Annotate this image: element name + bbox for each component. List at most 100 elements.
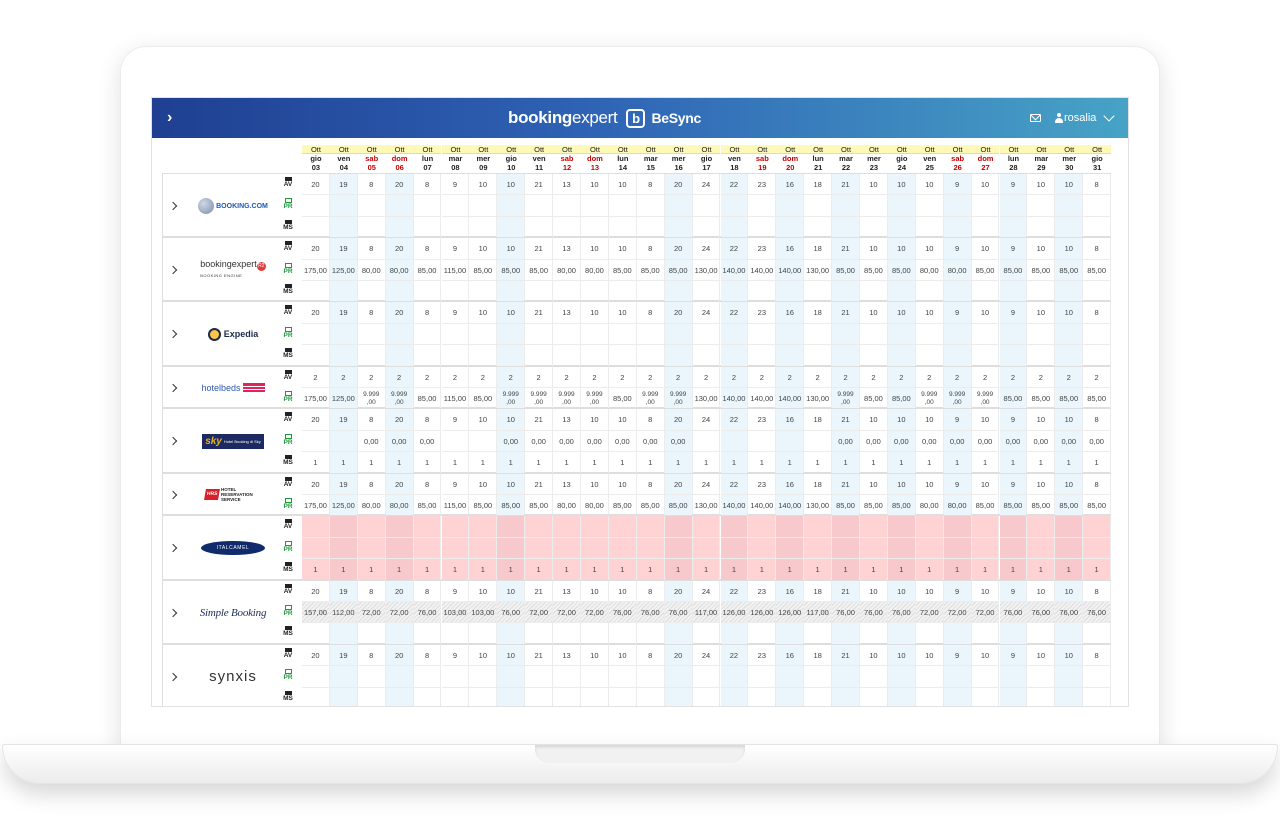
grid-cell[interactable]: 76,00 bbox=[832, 601, 860, 624]
grid-cell[interactable]: 20 bbox=[302, 174, 330, 196]
grid-cell[interactable] bbox=[1083, 216, 1112, 239]
grid-cell[interactable]: 10 bbox=[497, 473, 526, 495]
grid-cell[interactable]: 1 bbox=[497, 559, 526, 581]
grid-cell[interactable]: 80,00 bbox=[357, 494, 386, 517]
grid-cell[interactable] bbox=[329, 195, 358, 217]
grid-cell[interactable]: 10 bbox=[497, 409, 526, 431]
grid-cell[interactable] bbox=[915, 623, 944, 645]
grid-cell[interactable] bbox=[748, 687, 777, 706]
grid-cell[interactable]: 1 bbox=[664, 559, 693, 581]
grid-cell[interactable]: 117,00 bbox=[804, 601, 833, 624]
grid-cell[interactable]: 10 bbox=[860, 473, 888, 495]
grid-cell[interactable]: 0,00 bbox=[497, 430, 526, 453]
grid-cell[interactable] bbox=[525, 216, 554, 239]
expand-chevron-icon[interactable] bbox=[168, 672, 178, 682]
grid-cell[interactable]: 1 bbox=[413, 452, 442, 474]
grid-cell[interactable]: 22 bbox=[720, 580, 749, 602]
grid-cell[interactable]: 20 bbox=[385, 473, 414, 495]
grid-cell[interactable] bbox=[832, 537, 860, 560]
grid-cell[interactable]: 130,00 bbox=[692, 494, 721, 517]
grid-cell[interactable]: 9 bbox=[943, 238, 972, 260]
grid-cell[interactable]: 0,00 bbox=[860, 430, 888, 453]
grid-cell[interactable]: 20 bbox=[664, 174, 693, 196]
grid-cell[interactable]: 9 bbox=[441, 238, 470, 260]
grid-cell[interactable]: 20 bbox=[385, 238, 414, 260]
grid-cell[interactable] bbox=[1055, 280, 1084, 303]
grid-cell[interactable]: 23 bbox=[748, 580, 777, 602]
grid-cell[interactable]: 21 bbox=[525, 409, 554, 431]
grid-cell[interactable]: 10 bbox=[915, 644, 944, 667]
grid-cell[interactable]: 1 bbox=[302, 452, 330, 474]
grid-cell[interactable]: 10 bbox=[469, 580, 498, 602]
grid-cell[interactable]: 22 bbox=[720, 302, 749, 324]
grid-cell[interactable]: 2 bbox=[553, 366, 581, 388]
grid-cell[interactable] bbox=[720, 280, 749, 303]
grid-cell[interactable] bbox=[832, 687, 860, 706]
grid-cell[interactable]: 10 bbox=[860, 238, 888, 260]
grid-cell[interactable]: 103,00 bbox=[441, 601, 470, 624]
grid-cell[interactable] bbox=[832, 345, 860, 367]
grid-cell[interactable]: 20 bbox=[664, 409, 693, 431]
grid-cell[interactable]: 1 bbox=[385, 452, 414, 474]
grid-cell[interactable]: 10 bbox=[971, 473, 1000, 495]
grid-cell[interactable]: 20 bbox=[664, 580, 693, 602]
grid-cell[interactable]: 9 bbox=[441, 409, 470, 431]
grid-cell[interactable] bbox=[915, 516, 944, 538]
grid-cell[interactable]: 1 bbox=[1083, 452, 1112, 474]
grid-cell[interactable]: 76,00 bbox=[636, 601, 665, 624]
grid-cell[interactable] bbox=[943, 323, 972, 346]
grid-cell[interactable]: 115,00 bbox=[441, 387, 470, 410]
grid-cell[interactable] bbox=[804, 537, 833, 560]
grid-cell[interactable]: 1 bbox=[357, 559, 386, 581]
grid-cell[interactable] bbox=[832, 516, 860, 538]
grid-cell[interactable] bbox=[413, 216, 442, 239]
grid-cell[interactable] bbox=[441, 216, 470, 239]
grid-cell[interactable]: 10 bbox=[887, 238, 916, 260]
grid-cell[interactable] bbox=[748, 516, 777, 538]
grid-cell[interactable]: 18 bbox=[804, 238, 833, 260]
grid-cell[interactable]: 8 bbox=[636, 644, 665, 667]
grid-cell[interactable] bbox=[1083, 537, 1112, 560]
grid-cell[interactable]: 21 bbox=[525, 473, 554, 495]
grid-cell[interactable]: 9.999 ,00 bbox=[525, 387, 554, 410]
grid-cell[interactable]: 2 bbox=[329, 366, 358, 388]
grid-cell[interactable]: 130,00 bbox=[692, 259, 721, 281]
grid-cell[interactable] bbox=[748, 623, 777, 645]
grid-cell[interactable]: 20 bbox=[302, 238, 330, 260]
grid-cell[interactable] bbox=[385, 516, 414, 538]
grid-cell[interactable] bbox=[887, 323, 916, 346]
grid-cell[interactable] bbox=[413, 280, 442, 303]
grid-cell[interactable] bbox=[608, 216, 637, 239]
grid-cell[interactable] bbox=[302, 623, 330, 645]
grid-cell[interactable]: 2 bbox=[999, 366, 1028, 388]
grid-cell[interactable] bbox=[664, 516, 693, 538]
grid-cell[interactable] bbox=[692, 195, 721, 217]
grid-cell[interactable] bbox=[664, 195, 693, 217]
grid-cell[interactable]: 1 bbox=[302, 559, 330, 581]
grid-cell[interactable]: 9.999 ,00 bbox=[581, 387, 609, 410]
grid-cell[interactable] bbox=[1027, 516, 1056, 538]
grid-cell[interactable] bbox=[776, 430, 805, 453]
grid-cell[interactable]: 24 bbox=[692, 302, 721, 324]
grid-cell[interactable]: 10 bbox=[608, 302, 637, 324]
grid-cell[interactable]: 1 bbox=[1055, 452, 1084, 474]
grid-cell[interactable] bbox=[1055, 216, 1084, 239]
grid-cell[interactable]: 16 bbox=[776, 302, 805, 324]
grid-cell[interactable]: 9 bbox=[943, 302, 972, 324]
grid-cell[interactable]: 21 bbox=[832, 409, 860, 431]
grid-cell[interactable]: 80,00 bbox=[553, 494, 581, 517]
grid-cell[interactable] bbox=[525, 280, 554, 303]
grid-cell[interactable] bbox=[1027, 323, 1056, 346]
grid-cell[interactable]: 10 bbox=[915, 174, 944, 196]
grid-cell[interactable] bbox=[1083, 280, 1112, 303]
grid-cell[interactable]: 2 bbox=[943, 366, 972, 388]
grid-cell[interactable]: 80,00 bbox=[915, 259, 944, 281]
grid-cell[interactable]: 2 bbox=[441, 366, 470, 388]
grid-cell[interactable]: 21 bbox=[832, 238, 860, 260]
grid-cell[interactable] bbox=[469, 280, 498, 303]
grid-cell[interactable]: 85,00 bbox=[469, 387, 498, 410]
grid-cell[interactable] bbox=[972, 687, 1000, 706]
chevron-down-icon[interactable] bbox=[1103, 110, 1115, 122]
grid-cell[interactable]: 8 bbox=[413, 302, 442, 324]
grid-cell[interactable]: 1 bbox=[915, 559, 944, 581]
